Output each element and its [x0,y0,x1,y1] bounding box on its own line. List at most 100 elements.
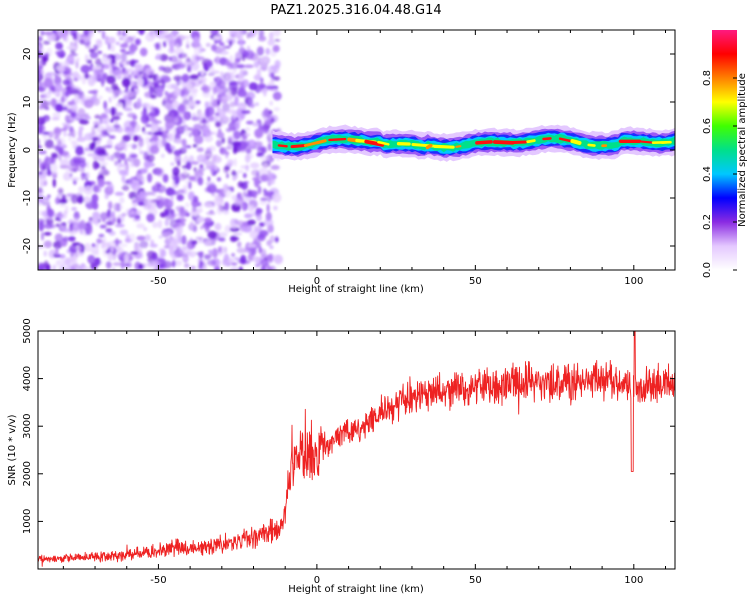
spectrogram-noise-blob [101,73,106,79]
spectrogram-noise-blob [117,30,122,36]
spectrogram-noise-blob [148,111,158,118]
spectrogram-noise-blob [206,259,217,266]
spectrogram-noise-blob [55,197,60,205]
spectrogram-noise-blob [196,154,206,163]
spectrogram-noise-blob [96,238,102,244]
spectrogram-noise-blob [127,112,137,118]
spectrogram-noise-blob [138,30,145,35]
spectrogram-noise-blob [105,155,116,161]
spectrogram-noise-blob [181,73,190,83]
spectrogram-noise-blob [118,90,124,95]
spectrogram-noise-blob [80,64,91,74]
spectrogram-noise-blob [132,200,137,204]
spectrogram-noise-blob [78,222,84,230]
spectrogram-noise-blob [229,54,234,64]
spectrogram-noise-blob [38,138,41,146]
spectrogram-noise-blob [142,263,147,269]
spectrogram-noise-blob [95,58,102,67]
x-tick-label: -50 [150,575,166,586]
spectrogram-signal-core [290,143,308,149]
spectrogram-noise-blob [102,63,110,70]
figure-title: PAZ1.2025.316.04.48.G14 [270,3,441,18]
spectrogram-noise-blob [115,223,125,228]
spectrogram-noise-blob [260,55,269,65]
spectrogram-noise-blob [102,218,106,223]
spectrogram-noise-blob [175,43,179,50]
spectrogram-noise-blob [216,177,222,182]
spectrogram-noise-blob [112,91,117,100]
spectrogram-noise-blob [38,44,43,51]
spectrogram-noise-blob [205,147,212,153]
spectrogram-noise-blob [76,245,83,253]
spectrogram-noise-blob [55,51,60,55]
spectrogram-noise-blob [114,112,123,117]
spectrogram-noise-blob [134,64,141,69]
spectrogram-noise-blob [155,56,159,60]
spectrogram-noise-blob [198,251,204,260]
spectrogram-noise-blob [47,71,57,76]
spectrogram-noise-blob [56,223,60,227]
spectrogram-noise-blob [186,43,190,49]
spectrogram-noise-blob [226,37,233,41]
spectrogram-noise-blob [254,128,264,139]
spectrogram-noise-blob [270,117,276,123]
spectrogram-noise-blob [50,98,57,107]
spectrogram-noise-blob [174,260,183,267]
spectrogram-noise-blob [60,225,65,231]
spectrogram-noise-blob [213,35,222,41]
spectrogram-noise-blob [145,124,152,128]
spectrogram-noise-blob [38,59,44,67]
spectrogram-noise-blob [161,82,166,89]
spectrogram-noise-blob [103,100,108,110]
snr-y-label: SNR (10 * v/v) [7,414,18,485]
spectrogram-noise-blob [170,112,174,122]
spectrogram-noise-blob [131,120,136,130]
spectrogram-noise-blob [84,115,92,120]
spectrogram-noise-blob [207,249,214,254]
spectrogram-noise-blob [91,137,100,141]
spectrogram-noise-blob [109,66,113,71]
spectrogram-noise-blob [138,263,144,270]
y-tick-label: -20 [22,238,33,254]
spectrogram-noise-blob [204,217,212,223]
spectrogram-noise-blob [229,101,235,108]
spectrogram-noise-blob [236,247,247,254]
spectrogram-noise-blob [229,62,240,70]
spectrogram-noise-blob [60,128,67,132]
spectrogram-noise-blob [71,103,78,113]
spectrogram-noise-blob [200,69,205,77]
spectrogram-noise-blob [172,179,176,189]
spectrogram-noise-blob [273,30,281,37]
spectrogram-noise-blob [111,116,121,121]
spectrogram-noise-blob [266,266,273,270]
spectrogram-noise-blob [131,182,141,192]
spectrogram-noise-blob [169,198,174,207]
spectrogram-noise-blob [123,35,128,43]
spectrogram-noise-blob [256,46,264,56]
spectrogram-noise-blob [136,223,145,229]
spectrogram-noise-blob [189,220,194,231]
spectrogram-noise-blob [73,77,78,82]
spectrogram-noise-blob [172,213,176,218]
spectrogram-noise-blob [185,128,189,137]
spectrogram-noise-blob [231,170,237,177]
spectrogram-noise-blob [249,229,259,239]
spectrogram-noise-blob [123,126,134,134]
spectrogram-noise-blob [52,112,61,119]
spectrogram-noise-blob [118,36,125,41]
spectrogram-noise-blob [104,193,109,200]
spectrogram-noise-blob [106,221,113,226]
spectrogram-noise-blob [97,178,105,188]
spectrogram-noise-blob [254,141,263,147]
spectrogram-noise-blob [138,139,144,148]
spectrogram-noise-blob [124,158,128,165]
spectrogram-noise-blob [160,153,165,158]
spectrogram-noise-blob [113,151,122,159]
colorbar-tick-label: 0.0 [702,262,713,278]
spectrogram-noise-blob [38,150,47,155]
spectrogram-noise-blob [235,220,245,226]
spectrogram-noise-blob [120,49,126,53]
spectrogram-noise-blob [44,31,53,36]
spectrogram-noise-blob [75,145,84,156]
spectrogram-noise-blob [105,228,113,233]
